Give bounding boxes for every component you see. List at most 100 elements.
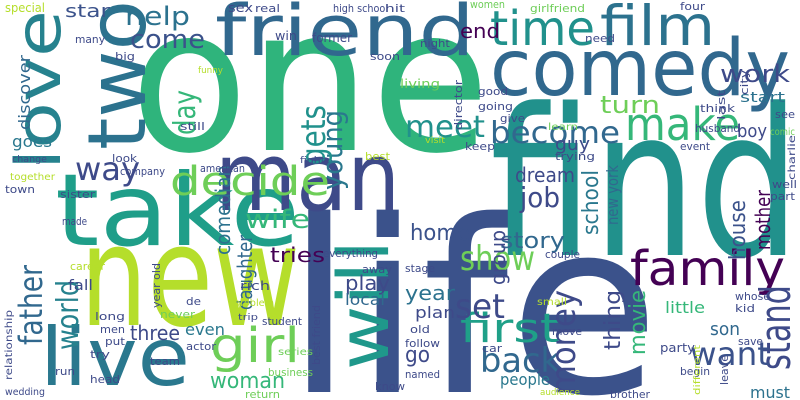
word: life — [285, 169, 660, 400]
word: woman — [210, 369, 285, 394]
word: kid — [735, 302, 755, 315]
word: world — [51, 280, 86, 350]
word: year old — [150, 263, 163, 308]
word: trying — [555, 150, 595, 163]
word: keep — [465, 140, 495, 153]
word: men — [100, 323, 125, 336]
word: people — [500, 370, 550, 389]
word: small — [537, 297, 567, 308]
word: must — [750, 383, 790, 400]
word: find — [490, 66, 800, 304]
word: whose — [735, 290, 770, 303]
word: big — [115, 50, 135, 63]
word: fight — [300, 156, 326, 166]
word: funny — [198, 66, 224, 76]
word: girlfriend — [530, 2, 585, 15]
word: company — [120, 165, 165, 178]
word: business — [268, 366, 313, 379]
word: put — [105, 335, 126, 348]
word: guy — [555, 134, 590, 155]
word: star — [65, 1, 111, 22]
word: know — [375, 380, 405, 393]
word: girl — [210, 318, 300, 374]
word: best — [365, 150, 391, 163]
word: job — [519, 181, 560, 214]
word: home — [410, 221, 470, 246]
word: dream — [515, 163, 575, 187]
word: end — [460, 19, 500, 43]
word: thing — [601, 290, 626, 350]
word: part — [770, 190, 796, 203]
word: well — [772, 178, 797, 191]
word: career — [70, 260, 105, 273]
word: rich — [240, 279, 270, 293]
word: need — [585, 32, 615, 45]
word: daughter — [233, 234, 257, 310]
word: de — [186, 295, 201, 308]
word: car — [482, 342, 503, 355]
word: never — [160, 308, 196, 321]
word: try — [90, 348, 111, 361]
word: visit — [425, 136, 446, 146]
word: turn — [600, 91, 660, 119]
word: comedian — [211, 165, 235, 255]
word: film — [600, 0, 715, 58]
word: will — [323, 240, 405, 370]
word: show — [460, 239, 535, 279]
word: sex — [228, 1, 253, 15]
word: real — [255, 2, 280, 15]
word: sister — [60, 188, 96, 201]
word: plan — [415, 303, 455, 322]
word: mother — [751, 189, 775, 250]
word: american — [200, 162, 245, 175]
word: discover — [15, 55, 34, 130]
word: begin — [680, 365, 710, 378]
word: town — [5, 183, 35, 196]
word: group — [486, 230, 510, 285]
word: hit — [385, 2, 406, 15]
word: meet — [405, 110, 485, 145]
word: play — [345, 271, 390, 295]
word: charlie — [787, 135, 798, 180]
word: decide — [170, 159, 330, 205]
word: soon — [370, 50, 400, 63]
word: even — [185, 320, 225, 339]
word: go — [405, 343, 430, 368]
word: special — [5, 1, 45, 15]
word: husband — [695, 122, 740, 135]
word: save — [738, 335, 763, 348]
word: story — [500, 229, 565, 254]
word: gets — [294, 105, 334, 165]
word: two — [71, 0, 164, 150]
word: last — [715, 89, 728, 120]
word: wedding — [5, 387, 45, 398]
word: city — [738, 69, 751, 95]
word: former — [312, 31, 352, 45]
word: friend — [215, 0, 475, 72]
word: help — [125, 2, 190, 32]
word: new york — [603, 164, 622, 225]
word: family — [630, 241, 785, 297]
word: movie — [626, 290, 651, 355]
word: way — [75, 150, 140, 188]
word: three — [130, 321, 180, 345]
word: everything — [323, 247, 378, 260]
word: student — [262, 315, 303, 328]
word: stage — [405, 262, 435, 275]
word: named — [405, 368, 440, 381]
word: high school — [333, 2, 388, 15]
word: problem — [234, 298, 274, 309]
word: move — [552, 325, 582, 338]
word: head — [90, 373, 120, 386]
word: tries — [270, 243, 325, 267]
word: long — [95, 310, 125, 323]
word: old — [410, 323, 430, 336]
word: four — [680, 0, 706, 13]
word: money — [544, 290, 584, 395]
word: relationship — [4, 310, 15, 380]
word: follow — [405, 337, 440, 350]
word: set — [455, 287, 505, 327]
word: many — [75, 33, 105, 46]
word: year — [405, 281, 456, 305]
